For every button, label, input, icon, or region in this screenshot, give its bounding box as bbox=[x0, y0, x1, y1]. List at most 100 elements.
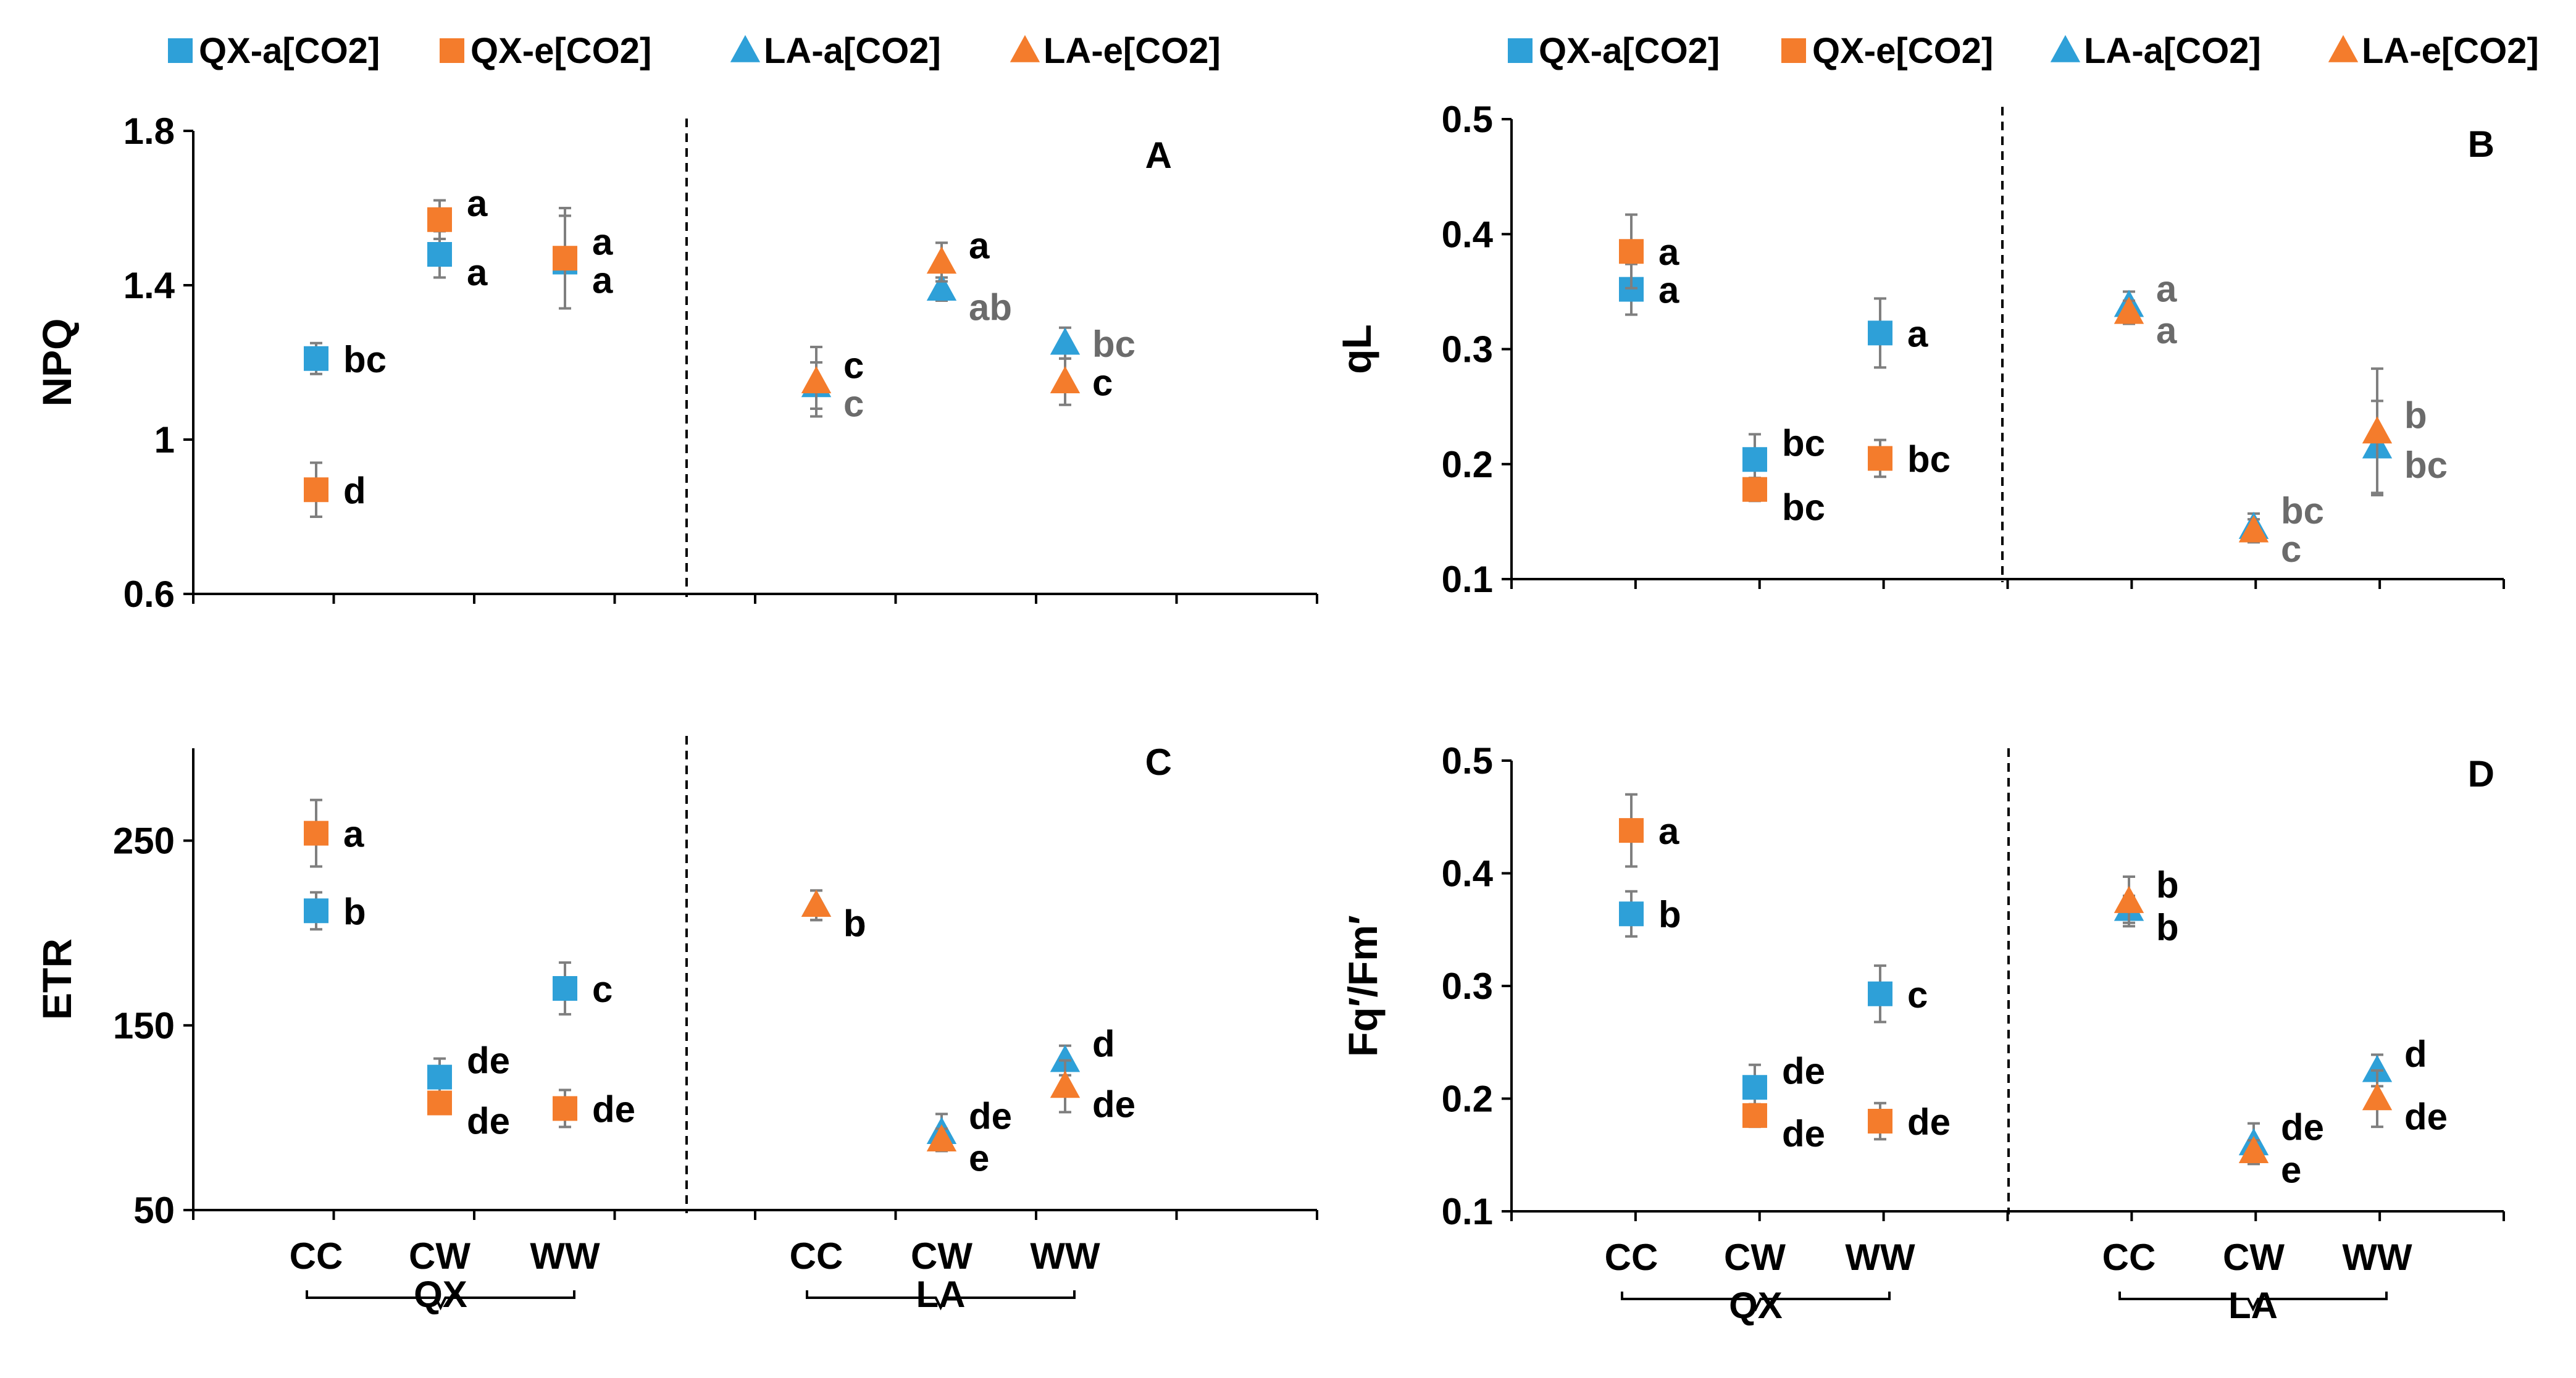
y-tick-label: 1.8 bbox=[123, 111, 175, 152]
y-axis-title: Fq′/Fm′ bbox=[1340, 915, 1386, 1057]
significance-letter: d bbox=[343, 470, 366, 511]
significance-letter: e bbox=[2281, 1149, 2301, 1190]
data-point-square bbox=[304, 821, 328, 846]
significance-letter: de bbox=[969, 1095, 1012, 1137]
legend-label: LA-e[CO2] bbox=[2362, 31, 2539, 71]
data-point-square bbox=[304, 898, 328, 924]
significance-letter: bc bbox=[2281, 490, 2324, 532]
data-point-square bbox=[1868, 320, 1892, 346]
x-category-label: CW bbox=[911, 1235, 972, 1277]
data-point-triangle bbox=[926, 1124, 957, 1152]
significance-letter: a bbox=[467, 252, 488, 293]
significance-letter: b bbox=[2404, 395, 2427, 436]
significance-letter: bc bbox=[1092, 324, 1135, 365]
significance-letter: b bbox=[2156, 907, 2179, 948]
legend-label: LA-a[CO2] bbox=[2084, 31, 2261, 71]
y-axis-title: ETR bbox=[34, 938, 80, 1020]
legend-square-marker bbox=[1508, 38, 1533, 63]
significance-letter: bc bbox=[1782, 422, 1825, 464]
data-point-triangle bbox=[926, 246, 957, 274]
significance-letter: a bbox=[1658, 811, 1679, 852]
data-point-square bbox=[1868, 981, 1892, 1006]
significance-letter: de bbox=[1907, 1101, 1951, 1143]
x-category-label: CC bbox=[790, 1235, 843, 1277]
data-point-square bbox=[1619, 818, 1644, 843]
significance-letter: a bbox=[467, 183, 488, 224]
y-tick-label: 0.4 bbox=[1442, 853, 1494, 895]
significance-letter: c bbox=[592, 969, 613, 1010]
significance-letter: de bbox=[2404, 1096, 2448, 1138]
data-point-square bbox=[427, 207, 452, 232]
legend-label: QX-a[CO2] bbox=[1539, 31, 1720, 71]
group-bracket bbox=[306, 1290, 575, 1311]
data-point-square bbox=[427, 1064, 452, 1090]
data-point-triangle bbox=[2114, 885, 2144, 913]
significance-letter: a bbox=[1658, 232, 1679, 273]
group-label: QX bbox=[1729, 1285, 1783, 1326]
data-point-triangle bbox=[2114, 296, 2144, 324]
significance-letter: c bbox=[2281, 528, 2301, 570]
data-point-square bbox=[553, 246, 577, 271]
legend-square-marker bbox=[1781, 38, 1806, 63]
significance-letter: a bbox=[592, 221, 613, 262]
panel-letter: C bbox=[1145, 741, 1172, 783]
data-point-triangle bbox=[2238, 1135, 2269, 1163]
significance-letter: d bbox=[1092, 1024, 1115, 1065]
data-point-triangle bbox=[926, 273, 957, 301]
y-tick-label: 0.3 bbox=[1442, 329, 1493, 370]
significance-letter: de bbox=[1782, 1050, 1825, 1092]
y-tick-label: 0.2 bbox=[1442, 1079, 1493, 1120]
significance-letter: b bbox=[2156, 864, 2179, 906]
data-point-square bbox=[1868, 1109, 1892, 1134]
group-bracket bbox=[2118, 1292, 2388, 1312]
y-tick-label: 0.6 bbox=[123, 574, 175, 615]
x-category-label: CC bbox=[290, 1235, 343, 1277]
significance-letter: c bbox=[843, 383, 864, 425]
y-tick-label: 250 bbox=[113, 821, 175, 862]
data-point-square bbox=[304, 346, 328, 371]
significance-letter: bc bbox=[1782, 487, 1825, 528]
data-point-square bbox=[553, 975, 577, 1001]
y-axis-title: qL bbox=[1334, 324, 1379, 374]
legend-triangle-marker bbox=[2050, 35, 2081, 62]
data-point-square bbox=[1868, 446, 1892, 471]
significance-letter: a bbox=[1658, 270, 1679, 311]
y-tick-label: 50 bbox=[133, 1190, 175, 1231]
significance-letter: de bbox=[1782, 1113, 1825, 1155]
y-tick-label: 0.1 bbox=[1442, 559, 1493, 600]
significance-letter: a bbox=[592, 260, 613, 301]
significance-letter: de bbox=[467, 1100, 510, 1142]
group-label: LA bbox=[2228, 1285, 2278, 1326]
significance-letter: c bbox=[1907, 974, 1928, 1016]
y-tick-label: 0.2 bbox=[1442, 444, 1493, 485]
data-point-triangle bbox=[1050, 365, 1081, 393]
significance-letter: bc bbox=[2404, 445, 2448, 486]
data-point-square bbox=[1742, 477, 1767, 502]
significance-letter: b bbox=[843, 903, 866, 944]
legend-label: LA-a[CO2] bbox=[764, 31, 941, 71]
data-point-triangle bbox=[1050, 1045, 1081, 1072]
significance-letter: bc bbox=[1907, 438, 1951, 480]
legend-square-marker bbox=[440, 38, 464, 63]
y-tick-label: 0.3 bbox=[1442, 966, 1493, 1007]
significance-letter: de bbox=[592, 1088, 635, 1130]
significance-letter: b bbox=[1658, 894, 1681, 935]
data-point-square bbox=[427, 1090, 452, 1116]
legend-label: QX-e[CO2] bbox=[1812, 31, 1993, 71]
x-category-label: CC bbox=[1605, 1237, 1658, 1278]
x-category-label: CW bbox=[1724, 1237, 1786, 1278]
legend-label: LA-e[CO2] bbox=[1043, 31, 1221, 71]
data-point-square bbox=[1742, 1103, 1767, 1128]
data-point-triangle bbox=[1050, 327, 1081, 355]
significance-letter: c bbox=[1092, 362, 1113, 403]
data-point-square bbox=[1742, 1075, 1767, 1100]
legend-label: QX-e[CO2] bbox=[470, 31, 651, 71]
y-tick-label: 1.4 bbox=[123, 265, 175, 306]
group-label: LA bbox=[916, 1274, 966, 1315]
y-tick-label: 0.1 bbox=[1442, 1191, 1493, 1232]
significance-letter: de bbox=[2281, 1107, 2324, 1148]
